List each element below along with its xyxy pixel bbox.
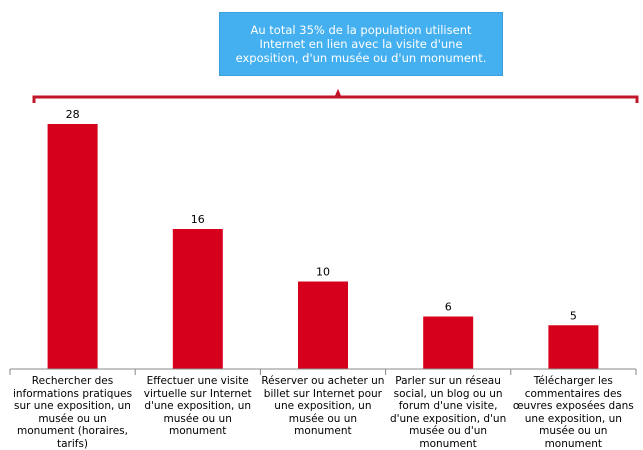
bar-value-label: 5 [570, 309, 577, 322]
bar [423, 316, 474, 369]
bracket-pointer [334, 88, 342, 98]
category-label: Parler sur un réseau social, un blog ou … [389, 375, 507, 450]
bar-value-label: 10 [316, 266, 330, 279]
bracket-line [32, 95, 639, 103]
bar [298, 281, 348, 369]
summary-callout-text: Au total 35% de la population utilisent … [235, 23, 487, 65]
bar-value-label: 6 [445, 301, 452, 314]
bar-value-label: 28 [66, 108, 80, 121]
category-label: Effectuer une visite virtuelle sur Inter… [143, 375, 252, 437]
summary-callout: Au total 35% de la population utilisent … [219, 12, 503, 76]
bar [47, 124, 98, 369]
bar-value-label: 16 [191, 213, 205, 226]
category-label: Rechercher des informations pratiques su… [12, 375, 133, 450]
bar [548, 325, 599, 369]
category-label: Réserver ou acheter un billet sur Intern… [261, 375, 385, 437]
category-label: Télécharger les commentaires des œuvres … [512, 375, 634, 450]
bar [172, 229, 223, 369]
